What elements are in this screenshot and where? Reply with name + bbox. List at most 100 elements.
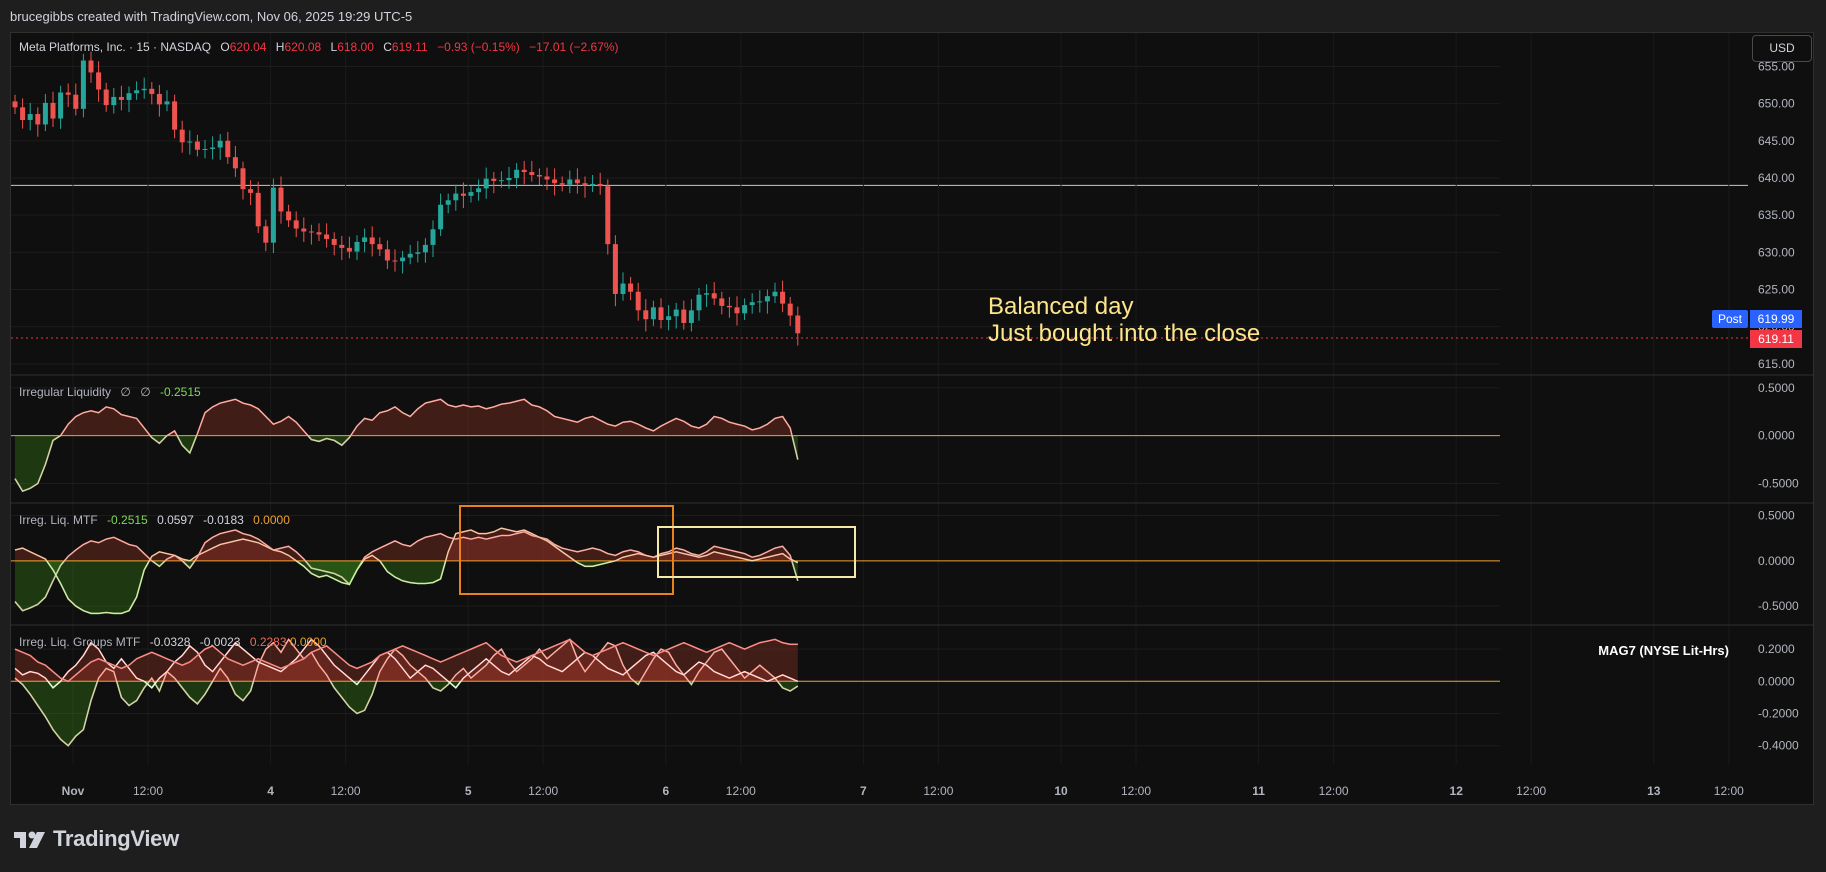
tradingview-logo-icon[interactable] (12, 826, 48, 854)
candle (415, 241, 421, 263)
annotation-line2[interactable]: Just bought into the close (988, 320, 1260, 347)
series-line-lower (14, 435, 799, 493)
time-tick-label: 13 (1647, 784, 1661, 798)
time-tick-label: 10 (1054, 784, 1068, 798)
candle (384, 240, 390, 270)
il-sym1: ∅ (120, 385, 130, 399)
candle (453, 184, 459, 211)
groups-name[interactable]: Irreg. Liq. Groups MTF (19, 635, 140, 649)
mtf-v1: -0.2515 (107, 513, 148, 527)
candle (612, 235, 618, 307)
symbol-name[interactable]: Meta Platforms, Inc. · 15 · NASDAQ (19, 40, 211, 54)
annotation-mag7[interactable]: MAG7 (NYSE Lit-Hrs) (1598, 643, 1729, 658)
time-axis: Nov 12:00 4 12:00 5 12:00 6 12:00 7 12:00 10 12:00 1… (62, 784, 1744, 798)
time-tick-label: 12:00 (1121, 784, 1151, 798)
header-credit: brucegibbs created with TradingView.com,… (10, 9, 413, 24)
candle (50, 91, 56, 128)
negative-fill (15, 435, 798, 492)
high-value: 620.08 (284, 40, 321, 54)
time-tick-label: 11 (1252, 784, 1265, 798)
candle (286, 204, 292, 228)
candle (407, 244, 413, 265)
groups-v4: 0.0000 (290, 635, 327, 649)
candle (734, 296, 740, 326)
annotation-line1[interactable]: Balanced day (988, 293, 1133, 320)
candle (248, 180, 254, 206)
svg-text:Irreg. Liq. MTF -0.2515: Irreg. Liq. MTF -0.2515 0.0597 -0.0183 0… (19, 513, 290, 527)
price-tick-label: 640.00 (1758, 171, 1795, 185)
price-tick-label: 645.00 (1758, 134, 1795, 148)
candle (12, 94, 18, 115)
svg-text:Meta Platforms, Inc. · 15 · NA: Meta Platforms, Inc. · 15 · NASDAQ O 620.… (19, 40, 619, 54)
candle (263, 219, 269, 252)
time-tick-label: 4 (267, 784, 274, 798)
negative-fill (46, 560, 798, 614)
candle (605, 179, 611, 255)
candle (430, 220, 436, 258)
candle (339, 235, 345, 261)
time-tick-label: 12:00 (923, 784, 953, 798)
candle (536, 168, 542, 186)
candle (80, 53, 86, 118)
candle (35, 107, 41, 137)
series-line (14, 527, 799, 615)
candle (308, 224, 314, 245)
price-tick-label: 625.00 (1758, 283, 1795, 297)
mtf-v4: 0.0000 (253, 513, 290, 527)
pane-tick-label: 0.0000 (1758, 554, 1795, 568)
last-price: 619.11 (1758, 332, 1794, 346)
mtf-plot (11, 505, 1500, 615)
mtf-name[interactable]: Irreg. Liq. MTF (19, 513, 98, 527)
series-line (14, 529, 799, 612)
brand-name[interactable]: TradingView (53, 826, 179, 851)
candle (643, 299, 649, 332)
candle (757, 290, 763, 313)
candle (491, 172, 497, 194)
candle (704, 284, 710, 307)
svg-text:Irreg. Liq. Groups MTF -0.: Irreg. Liq. Groups MTF -0.0328 -0.0023 0… (19, 635, 327, 649)
il-value: -0.2515 (160, 385, 201, 399)
candle (529, 160, 535, 182)
price-tick-label: 630.00 (1758, 245, 1795, 259)
change2-value: −17.01 (−2.67%) (529, 40, 618, 54)
candle (620, 272, 626, 301)
open-label: O (220, 40, 229, 54)
negative-fill (15, 681, 798, 746)
candle (217, 134, 223, 160)
candle (696, 288, 702, 321)
chart-frame[interactable] (10, 32, 1814, 805)
candle (293, 211, 299, 238)
time-tick-label: 7 (860, 784, 867, 798)
candle (476, 179, 482, 201)
candle (141, 77, 147, 99)
currency-button[interactable]: USD (1752, 35, 1812, 62)
candle (590, 175, 596, 193)
candle (468, 185, 474, 203)
time-tick-label: 12:00 (331, 784, 361, 798)
high-label: H (276, 40, 285, 54)
time-tick-label: 12:00 (133, 784, 163, 798)
candle (255, 181, 261, 233)
time-tick-label: 12:00 (1516, 784, 1546, 798)
candle (232, 146, 238, 177)
irregular-liquidity-plot (11, 398, 1500, 493)
candle (187, 130, 193, 155)
series-line (14, 638, 799, 689)
positive-fill (15, 528, 798, 561)
price-axis: 655.00 650.00 645.00 640.00 635.00 630.00 625.… (1758, 59, 1799, 752)
groups-v1: -0.0328 (150, 635, 191, 649)
candle (362, 228, 368, 253)
candle (65, 83, 71, 107)
candle (772, 282, 778, 303)
il-name[interactable]: Irregular Liquidity (19, 385, 111, 399)
candle (316, 223, 322, 242)
candle (111, 88, 117, 114)
time-tick-label: 12:00 (1319, 784, 1349, 798)
candle (742, 298, 748, 320)
candle (438, 193, 444, 236)
candlestick-series (12, 51, 801, 346)
groups-v3: 0.2283 (250, 635, 287, 649)
series-line (14, 638, 798, 683)
candle (764, 289, 770, 314)
